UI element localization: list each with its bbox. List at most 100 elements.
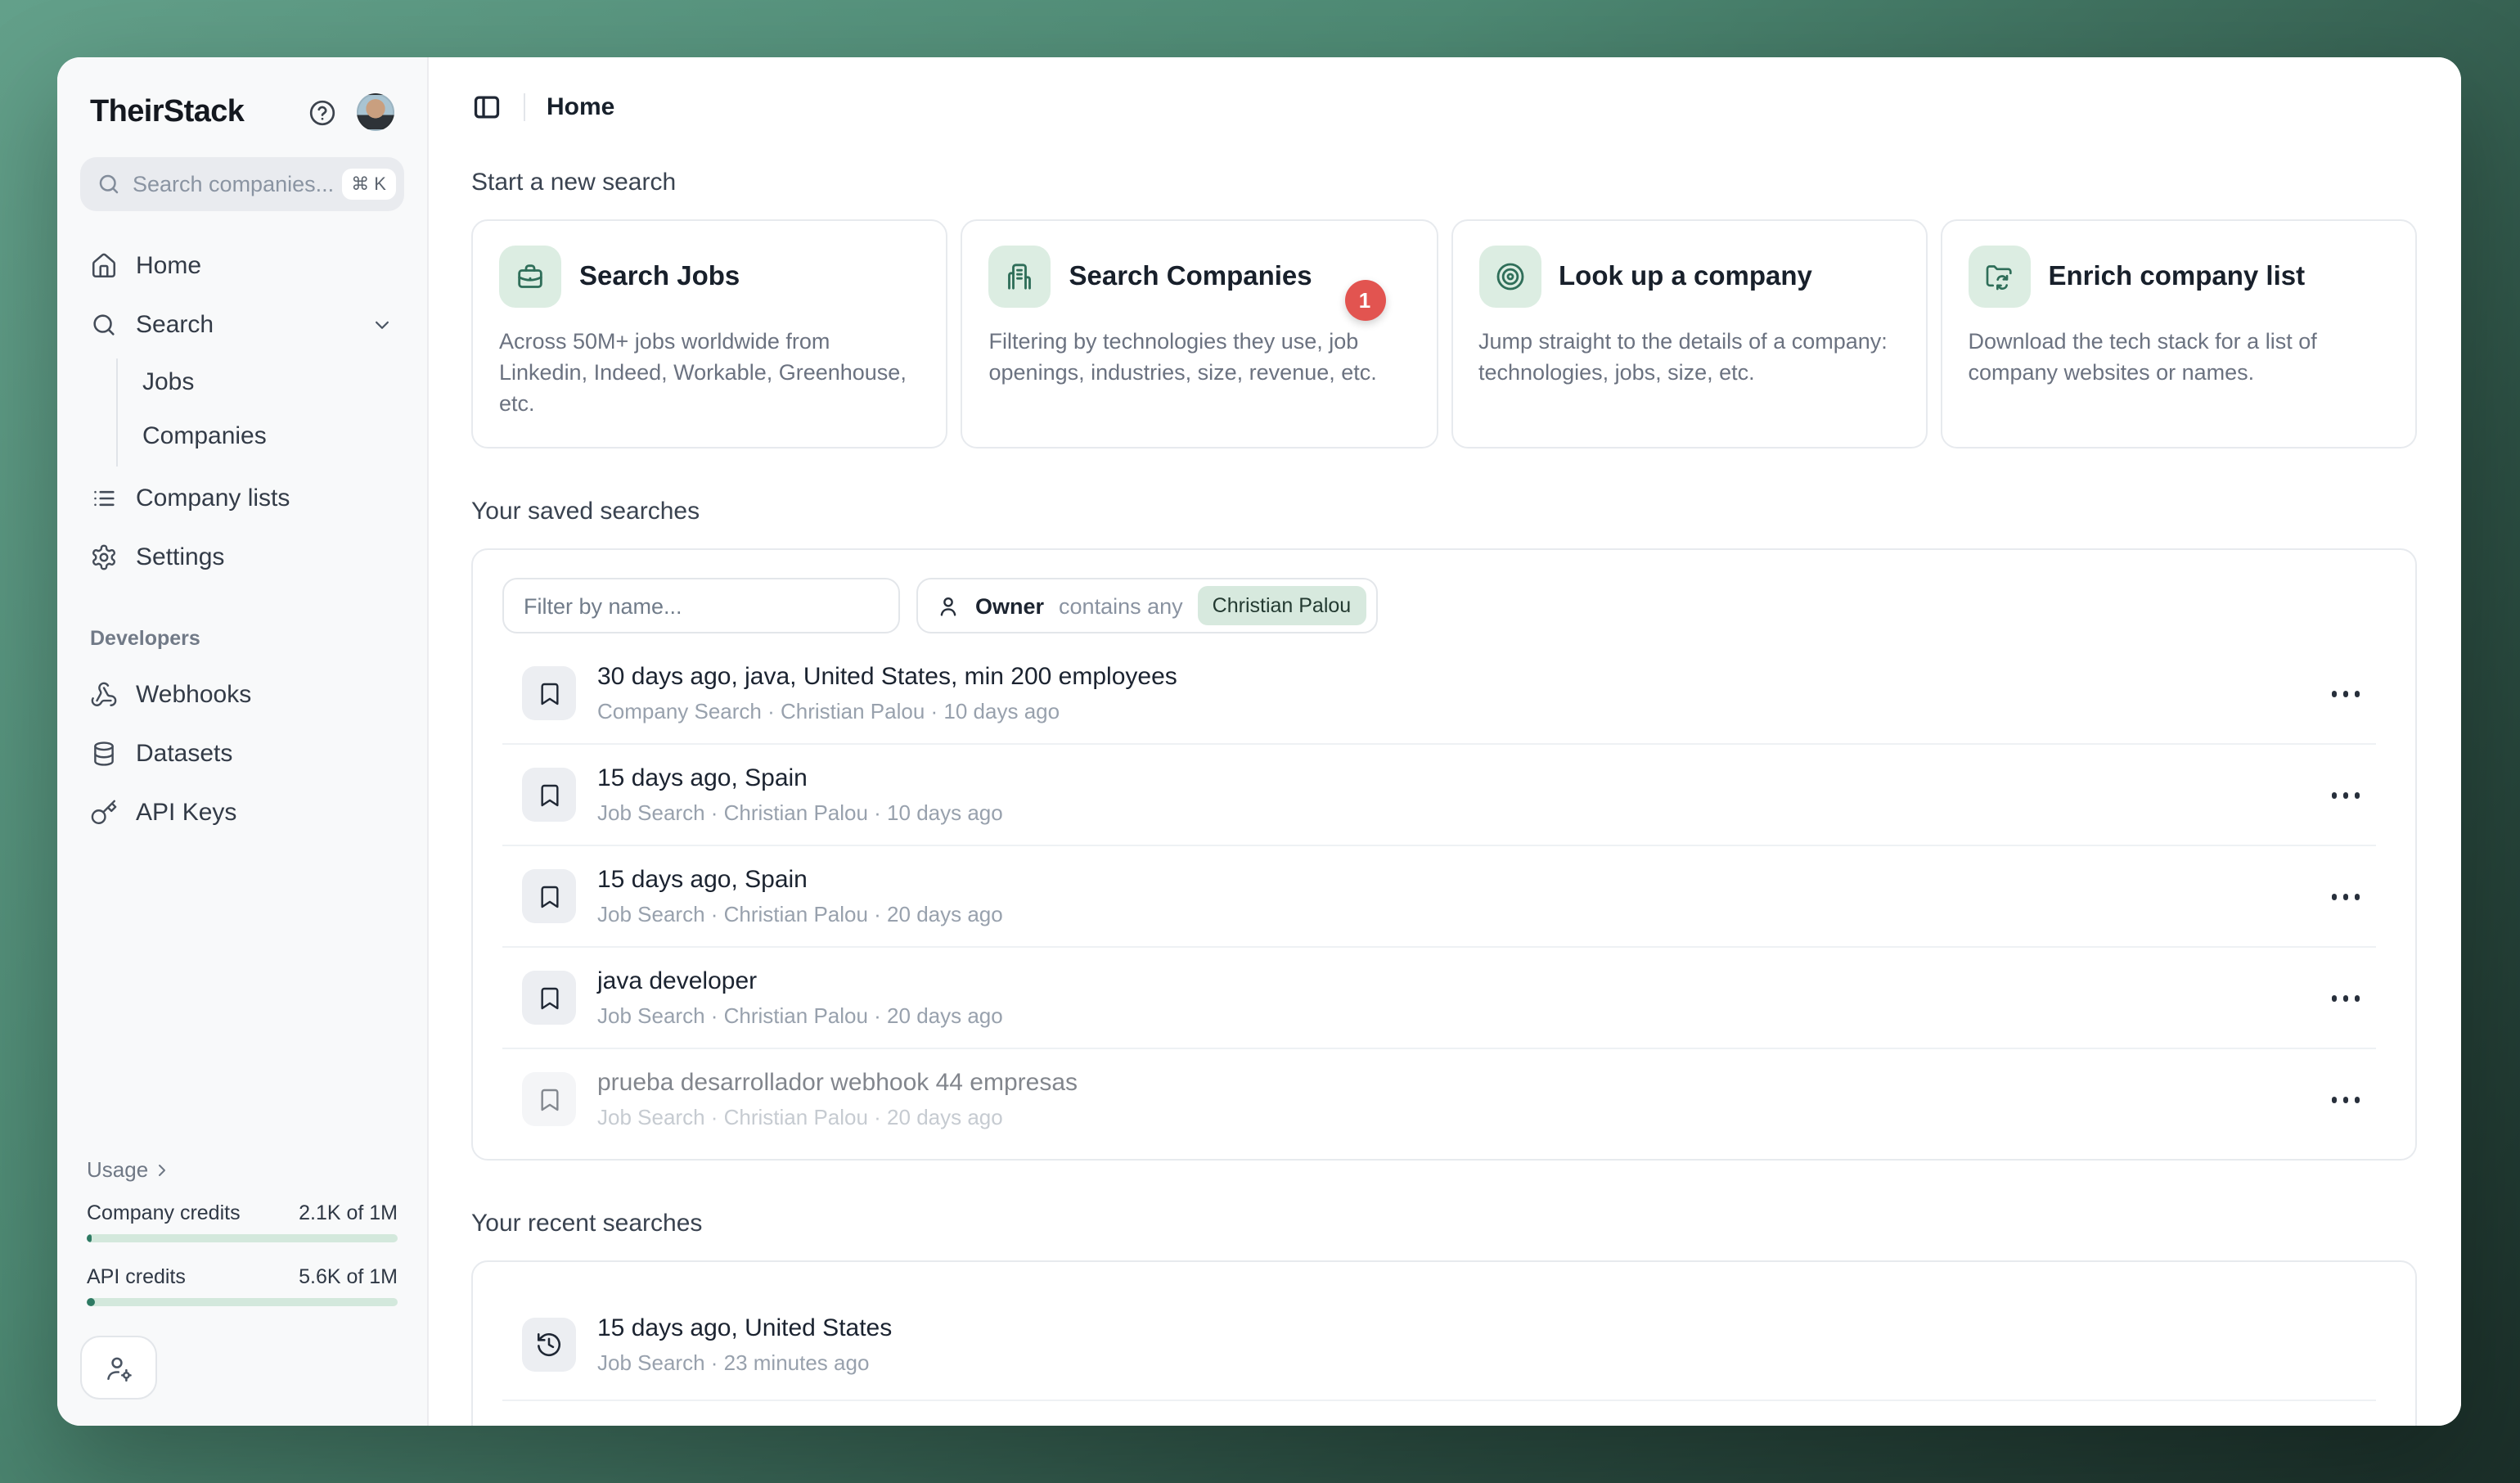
saved-search-meta: Job Search · Christian Palou · 20 days a…: [597, 902, 1003, 927]
progress-bar: [87, 1234, 398, 1242]
saved-search-row[interactable]: java developer Job Search · Christian Pa…: [502, 949, 2376, 1050]
page-content: Start a new search Search Jobs Across 50…: [429, 156, 2461, 1426]
filter-by-name-input[interactable]: [502, 578, 900, 634]
sidebar-item-company-lists[interactable]: Company lists: [80, 473, 404, 522]
usage-link[interactable]: Usage: [87, 1157, 398, 1182]
saved-search-meta: Company Search · Christian Palou · 10 da…: [597, 699, 1060, 724]
sidebar-item-label: Search: [136, 310, 214, 338]
search-input[interactable]: [133, 172, 342, 196]
sidebar-nav: Home Search Jobs Companies: [80, 241, 404, 591]
usage-label: Usage: [87, 1157, 149, 1182]
webhook-icon: [91, 681, 117, 705]
sidebar-toggle-icon[interactable]: [471, 91, 502, 122]
saved-search-row[interactable]: 15 days ago, Spain Job Search · Christia…: [502, 847, 2376, 949]
sidebar-item-search[interactable]: Search: [80, 300, 404, 349]
building-icon: [988, 246, 1051, 308]
bookmark-icon: [522, 971, 576, 1025]
owner-filter-operator: contains any: [1059, 593, 1183, 619]
saved-search-meta: Job Search · Christian Palou · 10 days a…: [597, 800, 1003, 826]
target-icon: [1478, 246, 1541, 308]
saved-search-title: 15 days ago, Spain: [597, 866, 808, 895]
usage-metric-label: API credits: [87, 1265, 186, 1288]
topbar: Home: [429, 57, 2461, 156]
sidebar-item-label: Webhooks: [136, 680, 252, 708]
recent-searches-list: 15 days ago, United States Job Search · …: [502, 1291, 2376, 1426]
user-icon: [940, 597, 956, 616]
saved-search-title: 15 days ago, Spain: [597, 764, 808, 793]
key-icon: [91, 799, 117, 823]
start-search-heading: Start a new search: [471, 169, 677, 196]
card-description: Jump straight to the details of a compan…: [1478, 329, 1888, 385]
owner-filter-label: Owner: [975, 593, 1045, 619]
sidebar-item-jobs[interactable]: Jobs: [139, 358, 404, 406]
recent-searches-heading: Your recent searches: [471, 1210, 703, 1238]
sidebar-item-companies[interactable]: Companies: [139, 412, 404, 460]
card-title: Search Jobs: [579, 261, 740, 291]
sidebar-item-label: Jobs: [142, 368, 195, 396]
ellipsis-menu-icon[interactable]: [2318, 985, 2373, 1011]
developers-section-label: Developers: [90, 627, 200, 650]
saved-filter-row: Owner contains any Christian Palou: [502, 578, 2376, 634]
ellipsis-menu-icon[interactable]: [2318, 884, 2373, 909]
usage-company-credits: Company credits 2.1K of 1M: [87, 1201, 398, 1242]
sidebar-item-home[interactable]: Home: [80, 241, 404, 290]
sidebar-item-settings[interactable]: Settings: [80, 532, 404, 581]
sidebar-item-label: Companies: [142, 422, 267, 450]
bookmark-icon: [522, 768, 576, 823]
sidebar-item-label: Datasets: [136, 739, 233, 767]
sidebar-item-label: Settings: [136, 543, 225, 570]
recent-search-meta: Job Search · 23 minutes ago: [597, 1350, 870, 1376]
saved-search-row[interactable]: prueba desarrollador webhook 44 empresas…: [502, 1050, 2376, 1150]
help-icon[interactable]: [308, 97, 337, 127]
sidebar-item-webhooks[interactable]: Webhooks: [80, 669, 404, 719]
sidebar-item-label: Company lists: [136, 484, 290, 512]
sidebar-item-datasets[interactable]: Datasets: [80, 728, 404, 778]
saved-search-meta: Job Search · Christian Palou · 20 days a…: [597, 1003, 1003, 1029]
bookmark-icon: [522, 869, 576, 924]
saved-searches-heading: Your saved searches: [471, 498, 700, 526]
progress-fill: [87, 1298, 95, 1306]
logo-row: TheirStack: [80, 80, 404, 131]
avatar[interactable]: [357, 93, 394, 131]
sidebar-item-label: Home: [136, 251, 202, 279]
card-description: Filtering by technologies they use, job …: [988, 329, 1377, 385]
main-area: Home Start a new search Search Jobs Acro…: [429, 57, 2461, 1426]
folder-sync-icon: [1968, 246, 2031, 308]
owner-filter-pill[interactable]: Owner contains any Christian Palou: [916, 578, 1378, 634]
progress-bar: [87, 1298, 398, 1306]
sidebar-item-api-keys[interactable]: API Keys: [80, 787, 404, 836]
card-search-companies[interactable]: Search Companies Filtering by technologi…: [961, 219, 1438, 449]
card-search-jobs[interactable]: Search Jobs Across 50M+ jobs worldwide f…: [471, 219, 948, 449]
card-lookup-company[interactable]: Look up a company Jump straight to the d…: [1451, 219, 1928, 449]
saved-search-row[interactable]: 30 days ago, java, United States, min 20…: [502, 644, 2376, 746]
card-description: Across 50M+ jobs worldwide from Linkedin…: [499, 329, 907, 417]
user-settings-button[interactable]: [80, 1336, 157, 1400]
sidebar-search[interactable]: ⌘ K: [80, 157, 404, 211]
chevron-down-icon: [376, 320, 389, 328]
bookmark-icon: [522, 1072, 576, 1127]
progress-fill: [87, 1234, 92, 1242]
recent-search-row[interactable]: 15 days ago, United States Job Search · …: [502, 1291, 2376, 1402]
saved-search-title: prueba desarrollador webhook 44 empresas: [597, 1069, 1078, 1098]
ellipsis-menu-icon[interactable]: [2318, 1087, 2373, 1112]
recent-search-row[interactable]: 60 days ago, Amphora Logistics Job Searc…: [502, 1402, 2376, 1426]
sidebar-item-label: API Keys: [136, 798, 237, 826]
search-icon: [93, 313, 115, 335]
chevron-right-icon: [158, 1164, 165, 1175]
search-shortcut: ⌘ K: [341, 169, 396, 200]
ellipsis-menu-icon[interactable]: [2318, 681, 2373, 706]
recent-searches-panel: 15 days ago, United States Job Search · …: [471, 1260, 2417, 1426]
sidebar-subnav: Jobs Companies: [116, 358, 404, 467]
saved-search-meta: Job Search · Christian Palou · 20 days a…: [597, 1105, 1003, 1130]
card-title: Search Companies: [1069, 261, 1312, 291]
search-icon: [99, 174, 119, 194]
owner-filter-value-chip[interactable]: Christian Palou: [1197, 586, 1366, 626]
saved-search-row[interactable]: 15 days ago, Spain Job Search · Christia…: [502, 746, 2376, 847]
ellipsis-menu-icon[interactable]: [2318, 782, 2373, 808]
usage-metric-label: Company credits: [87, 1201, 241, 1224]
app-window: TheirStack ⌘ K Home Search: [57, 57, 2461, 1426]
card-enrich-list[interactable]: Enrich company list Download the tech st…: [1940, 219, 2417, 449]
user-gear-icon: [106, 1356, 131, 1381]
card-title: Look up a company: [1559, 261, 1812, 291]
